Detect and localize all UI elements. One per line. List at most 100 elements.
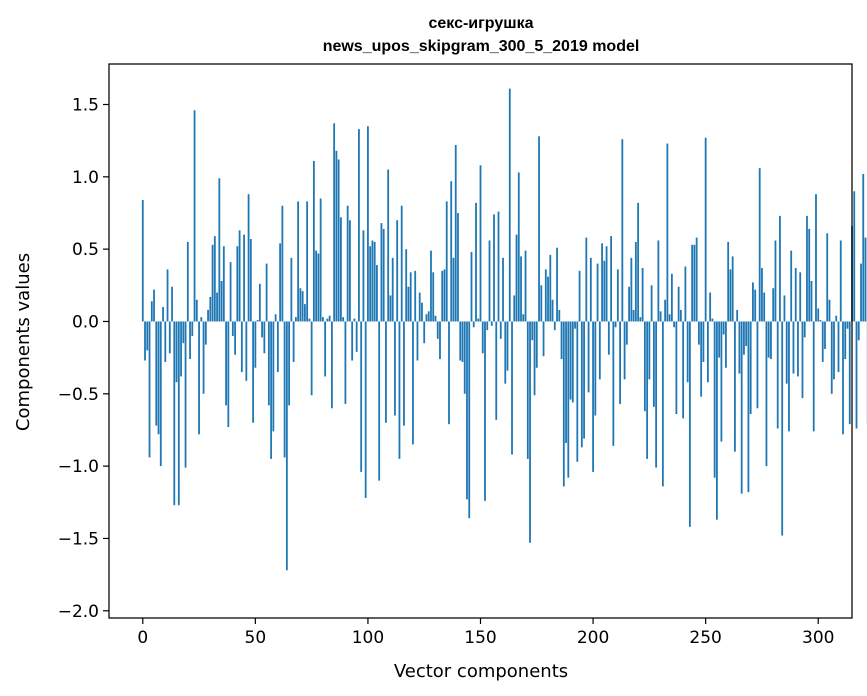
- y-axis-label: Components values: [13, 253, 34, 431]
- bar: [186, 241, 189, 322]
- bar: [164, 321, 167, 362]
- bar: [340, 217, 342, 322]
- bar: [432, 272, 435, 322]
- bar: [236, 246, 239, 322]
- bar: [360, 321, 363, 472]
- bar: [565, 321, 567, 443]
- bar: [328, 315, 331, 322]
- bar: [175, 321, 178, 383]
- bar: [686, 321, 689, 383]
- bar: [294, 317, 297, 322]
- bar: [839, 240, 842, 322]
- bar: [698, 321, 700, 345]
- bar: [794, 267, 797, 322]
- bar: [265, 263, 268, 322]
- bar: [193, 110, 196, 322]
- bar: [454, 145, 457, 322]
- bar: [529, 321, 531, 543]
- x-axis-ticks: 0 50 100 150 200 250 300: [137, 618, 834, 648]
- bar: [310, 321, 313, 396]
- chart-title-line-1: секс-игрушка: [428, 15, 533, 32]
- bar: [274, 314, 277, 322]
- bar: [389, 295, 392, 322]
- bar: [240, 321, 243, 373]
- bar: [344, 321, 347, 404]
- bar: [351, 321, 354, 361]
- bar: [448, 321, 450, 425]
- bar: [650, 285, 653, 322]
- bar: [731, 256, 734, 322]
- bar: [369, 246, 372, 322]
- bar: [459, 321, 462, 361]
- bar: [427, 311, 430, 322]
- bar: [722, 321, 725, 335]
- bar: [484, 321, 486, 501]
- bar: [173, 321, 176, 506]
- bar: [513, 295, 516, 322]
- bar: [263, 321, 266, 354]
- bar: [781, 321, 784, 536]
- bar: [857, 321, 860, 341]
- bar: [562, 321, 565, 487]
- bar: [826, 233, 829, 322]
- bar: [177, 321, 180, 506]
- bar: [382, 228, 385, 322]
- bar: [574, 321, 576, 329]
- bar: [569, 321, 572, 400]
- bar: [844, 321, 847, 360]
- bar: [783, 295, 786, 322]
- bar: [416, 321, 419, 361]
- bar: [146, 321, 149, 351]
- plot-frame: [108, 63, 853, 619]
- bar: [677, 286, 680, 322]
- bar: [594, 321, 597, 416]
- bar: [657, 240, 660, 322]
- bar: [247, 194, 250, 322]
- bar: [396, 220, 399, 322]
- bar: [621, 139, 624, 322]
- bar: [763, 292, 766, 322]
- bar: [290, 257, 293, 322]
- x-tick-label: 150: [464, 628, 496, 648]
- bar: [853, 191, 856, 322]
- bar: [508, 88, 511, 322]
- bar: [463, 321, 466, 394]
- y-tick-label: −1.5: [58, 529, 99, 549]
- bar: [583, 321, 585, 439]
- bar: [349, 220, 351, 322]
- y-tick-label: 0.5: [72, 240, 99, 260]
- y-tick-label: −2.0: [58, 602, 99, 622]
- bar: [774, 240, 777, 322]
- bar: [833, 321, 835, 380]
- bar: [222, 246, 225, 322]
- bar: [367, 126, 369, 322]
- bar: [713, 321, 716, 478]
- bar: [256, 320, 259, 322]
- bar: [452, 257, 455, 322]
- bar: [362, 230, 365, 322]
- bar: [549, 254, 552, 322]
- bar: [254, 321, 257, 368]
- bar: [864, 237, 867, 322]
- bar: [637, 202, 640, 322]
- bar: [371, 240, 374, 322]
- bar: [659, 311, 662, 322]
- bar: [524, 250, 527, 322]
- bar: [281, 205, 284, 322]
- bar: [326, 318, 329, 322]
- bar: [150, 301, 153, 322]
- bar: [522, 314, 525, 322]
- bar: [321, 317, 324, 322]
- bar: [526, 321, 529, 459]
- bar: [556, 247, 558, 322]
- bar: [204, 321, 207, 345]
- bar: [729, 269, 732, 322]
- y-tick-label: 1.5: [72, 96, 99, 116]
- bar: [308, 318, 311, 322]
- bar: [531, 321, 534, 341]
- bar: [376, 265, 378, 322]
- bar: [488, 240, 491, 322]
- bar: [211, 244, 214, 322]
- bar: [220, 280, 223, 322]
- bar: [758, 168, 761, 322]
